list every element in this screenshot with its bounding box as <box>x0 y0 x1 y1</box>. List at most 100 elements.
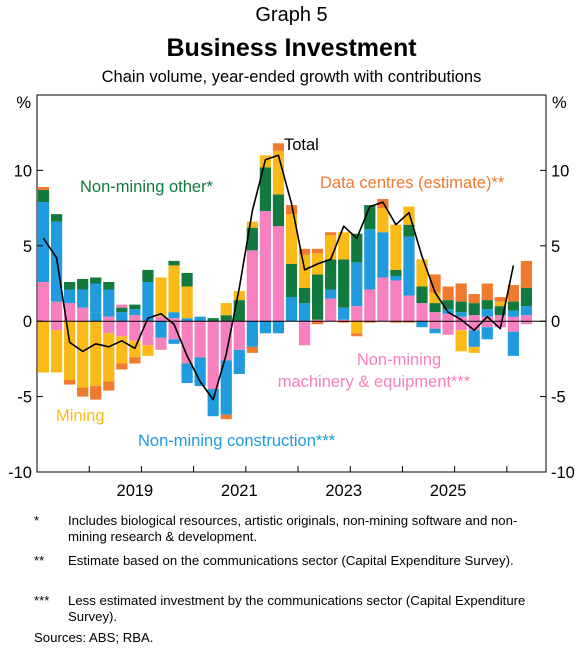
bar-segment-q24-0 <box>351 306 363 322</box>
bar-segment-q20-3 <box>298 248 311 255</box>
bar-segment-q5-4 <box>103 333 115 382</box>
bar-segment-q28-4 <box>403 321 415 323</box>
total-series-line <box>42 154 515 401</box>
bar-segment-q25-0 <box>364 289 376 322</box>
bar-segment-q14-5 <box>220 414 232 420</box>
y-tick-label-left-2: 0 <box>23 313 32 331</box>
bar-segment-q12-1 <box>194 316 206 322</box>
bar-segment-q6-1 <box>116 307 128 313</box>
bar-segment-q30-1 <box>429 303 441 313</box>
bar-segment-q18-4 <box>272 321 285 334</box>
bar-segment-q33-2 <box>468 294 480 304</box>
bar-segment-q11-3 <box>181 272 193 287</box>
bar-segment-q16-3 <box>246 321 258 347</box>
bar-segment-q0-0 <box>37 281 50 322</box>
y-tick-label-right-1: -5 <box>551 389 566 407</box>
bar-segment-q33-0 <box>468 315 480 322</box>
bar-segment-q10-3 <box>168 260 180 266</box>
bar-segment-q17-3 <box>259 321 271 334</box>
bar-segment-q33-1 <box>468 303 480 316</box>
bar-segment-q15-2 <box>233 291 245 301</box>
bar-segment-q6-4 <box>116 336 128 364</box>
bar-segment-q32-4 <box>455 321 467 331</box>
bar-segment-q7-0 <box>129 315 141 322</box>
bar-segment-q1-2 <box>50 214 63 222</box>
bar-segment-q14-1 <box>220 315 232 322</box>
bar-segment-q14-3 <box>220 321 232 361</box>
footnote-3-symbol: *** <box>34 593 50 608</box>
bar-segment-q10-1 <box>168 312 180 319</box>
bar-segment-q7-2 <box>129 304 141 310</box>
y-tick-label-left-1: -5 <box>17 389 32 407</box>
bar-segment-q25-2 <box>364 205 376 230</box>
bar-segment-q34-2 <box>481 300 493 310</box>
bar-segment-q8-1 <box>142 281 154 322</box>
bar-segment-q31-2 <box>442 300 454 310</box>
bar-segment-q32-1 <box>455 312 467 317</box>
bar-segment-q36-1 <box>507 310 519 317</box>
bar-segment-q3-0 <box>77 307 89 322</box>
bar-segment-q6-0 <box>116 312 128 322</box>
bar-segment-q24-3 <box>351 321 363 334</box>
plot-frame <box>36 94 547 473</box>
bar-segment-q0-1 <box>37 202 50 282</box>
bar-segment-q28-0 <box>403 295 415 322</box>
bar-segment-q26-0 <box>377 277 389 322</box>
chart-title: Business Investment <box>166 34 417 62</box>
bar-segment-q3-2 <box>77 278 89 290</box>
y-tick-label-left-3: 5 <box>23 238 32 256</box>
bar-segment-q34-5 <box>481 327 493 340</box>
bar-segment-q30-2 <box>429 292 441 304</box>
bar-segment-q1-4 <box>50 330 63 373</box>
bar-segment-q27-2 <box>390 269 402 276</box>
y-tick-label-left-4: 10 <box>14 162 32 180</box>
bar-segment-q24-4 <box>351 333 363 337</box>
bar-segment-q21-3 <box>312 248 324 254</box>
bar-segment-q33-4 <box>468 330 480 347</box>
bar-segment-q9-3 <box>155 321 167 338</box>
bar-segment-q37-0 <box>520 315 533 322</box>
bar-segment-q9-1 <box>155 277 167 317</box>
footnote-1-text: Includes biological resources, artistic … <box>68 513 518 544</box>
bar-segment-q37-3 <box>520 260 533 289</box>
bar-segment-q34-4 <box>481 321 493 328</box>
bar-segment-q2-3 <box>64 321 76 381</box>
bar-segment-q35-1 <box>494 306 506 316</box>
bar-segment-q21-4 <box>312 321 324 325</box>
bar-segment-q23-2 <box>338 259 350 308</box>
bar-segment-q4-3 <box>90 321 102 387</box>
data-centres-label: Data centres (estimate)** <box>320 174 505 192</box>
bar-segment-q1-3 <box>50 321 63 331</box>
bar-segment-q37-4 <box>520 321 533 325</box>
bar-segment-q33-5 <box>468 346 480 353</box>
bar-segment-q31-0 <box>442 313 454 322</box>
bar-segment-q25-1 <box>364 229 376 290</box>
bar-segment-q16-0 <box>246 250 258 322</box>
bar-segment-q28-1 <box>403 236 415 296</box>
x-tick-label-2025: 2025 <box>430 482 467 500</box>
bar-segment-q0-2 <box>37 190 50 203</box>
bar-segment-q14-4 <box>220 360 232 415</box>
bar-segment-q20-1 <box>298 288 311 304</box>
bar-segment-q14-2 <box>220 303 232 316</box>
bar-segment-q16-4 <box>246 346 258 353</box>
bar-segment-q7-3 <box>129 321 141 341</box>
bar-segment-q0-3 <box>37 186 50 191</box>
bar-segment-q4-4 <box>90 386 102 400</box>
bar-segment-q4-2 <box>90 277 102 284</box>
bar-segment-q22-4 <box>325 232 337 236</box>
bar-segment-q22-0 <box>325 298 337 322</box>
y-tick-label-right-2: 0 <box>551 313 560 331</box>
total-label: Total <box>284 136 319 154</box>
bar-segment-q36-3 <box>507 285 519 302</box>
bar-segment-q23-0 <box>338 319 350 322</box>
bar-segment-q11-4 <box>181 321 193 364</box>
bar-segment-q7-5 <box>129 357 141 364</box>
graph-number: Graph 5 <box>255 4 328 26</box>
bar-segment-q20-4 <box>298 321 311 346</box>
y-unit-left: % <box>16 94 31 112</box>
footnote-2: ** Estimate based on the communications … <box>34 553 554 587</box>
bar-segment-q6-5 <box>116 363 128 370</box>
bar-segment-q10-2 <box>168 265 180 313</box>
